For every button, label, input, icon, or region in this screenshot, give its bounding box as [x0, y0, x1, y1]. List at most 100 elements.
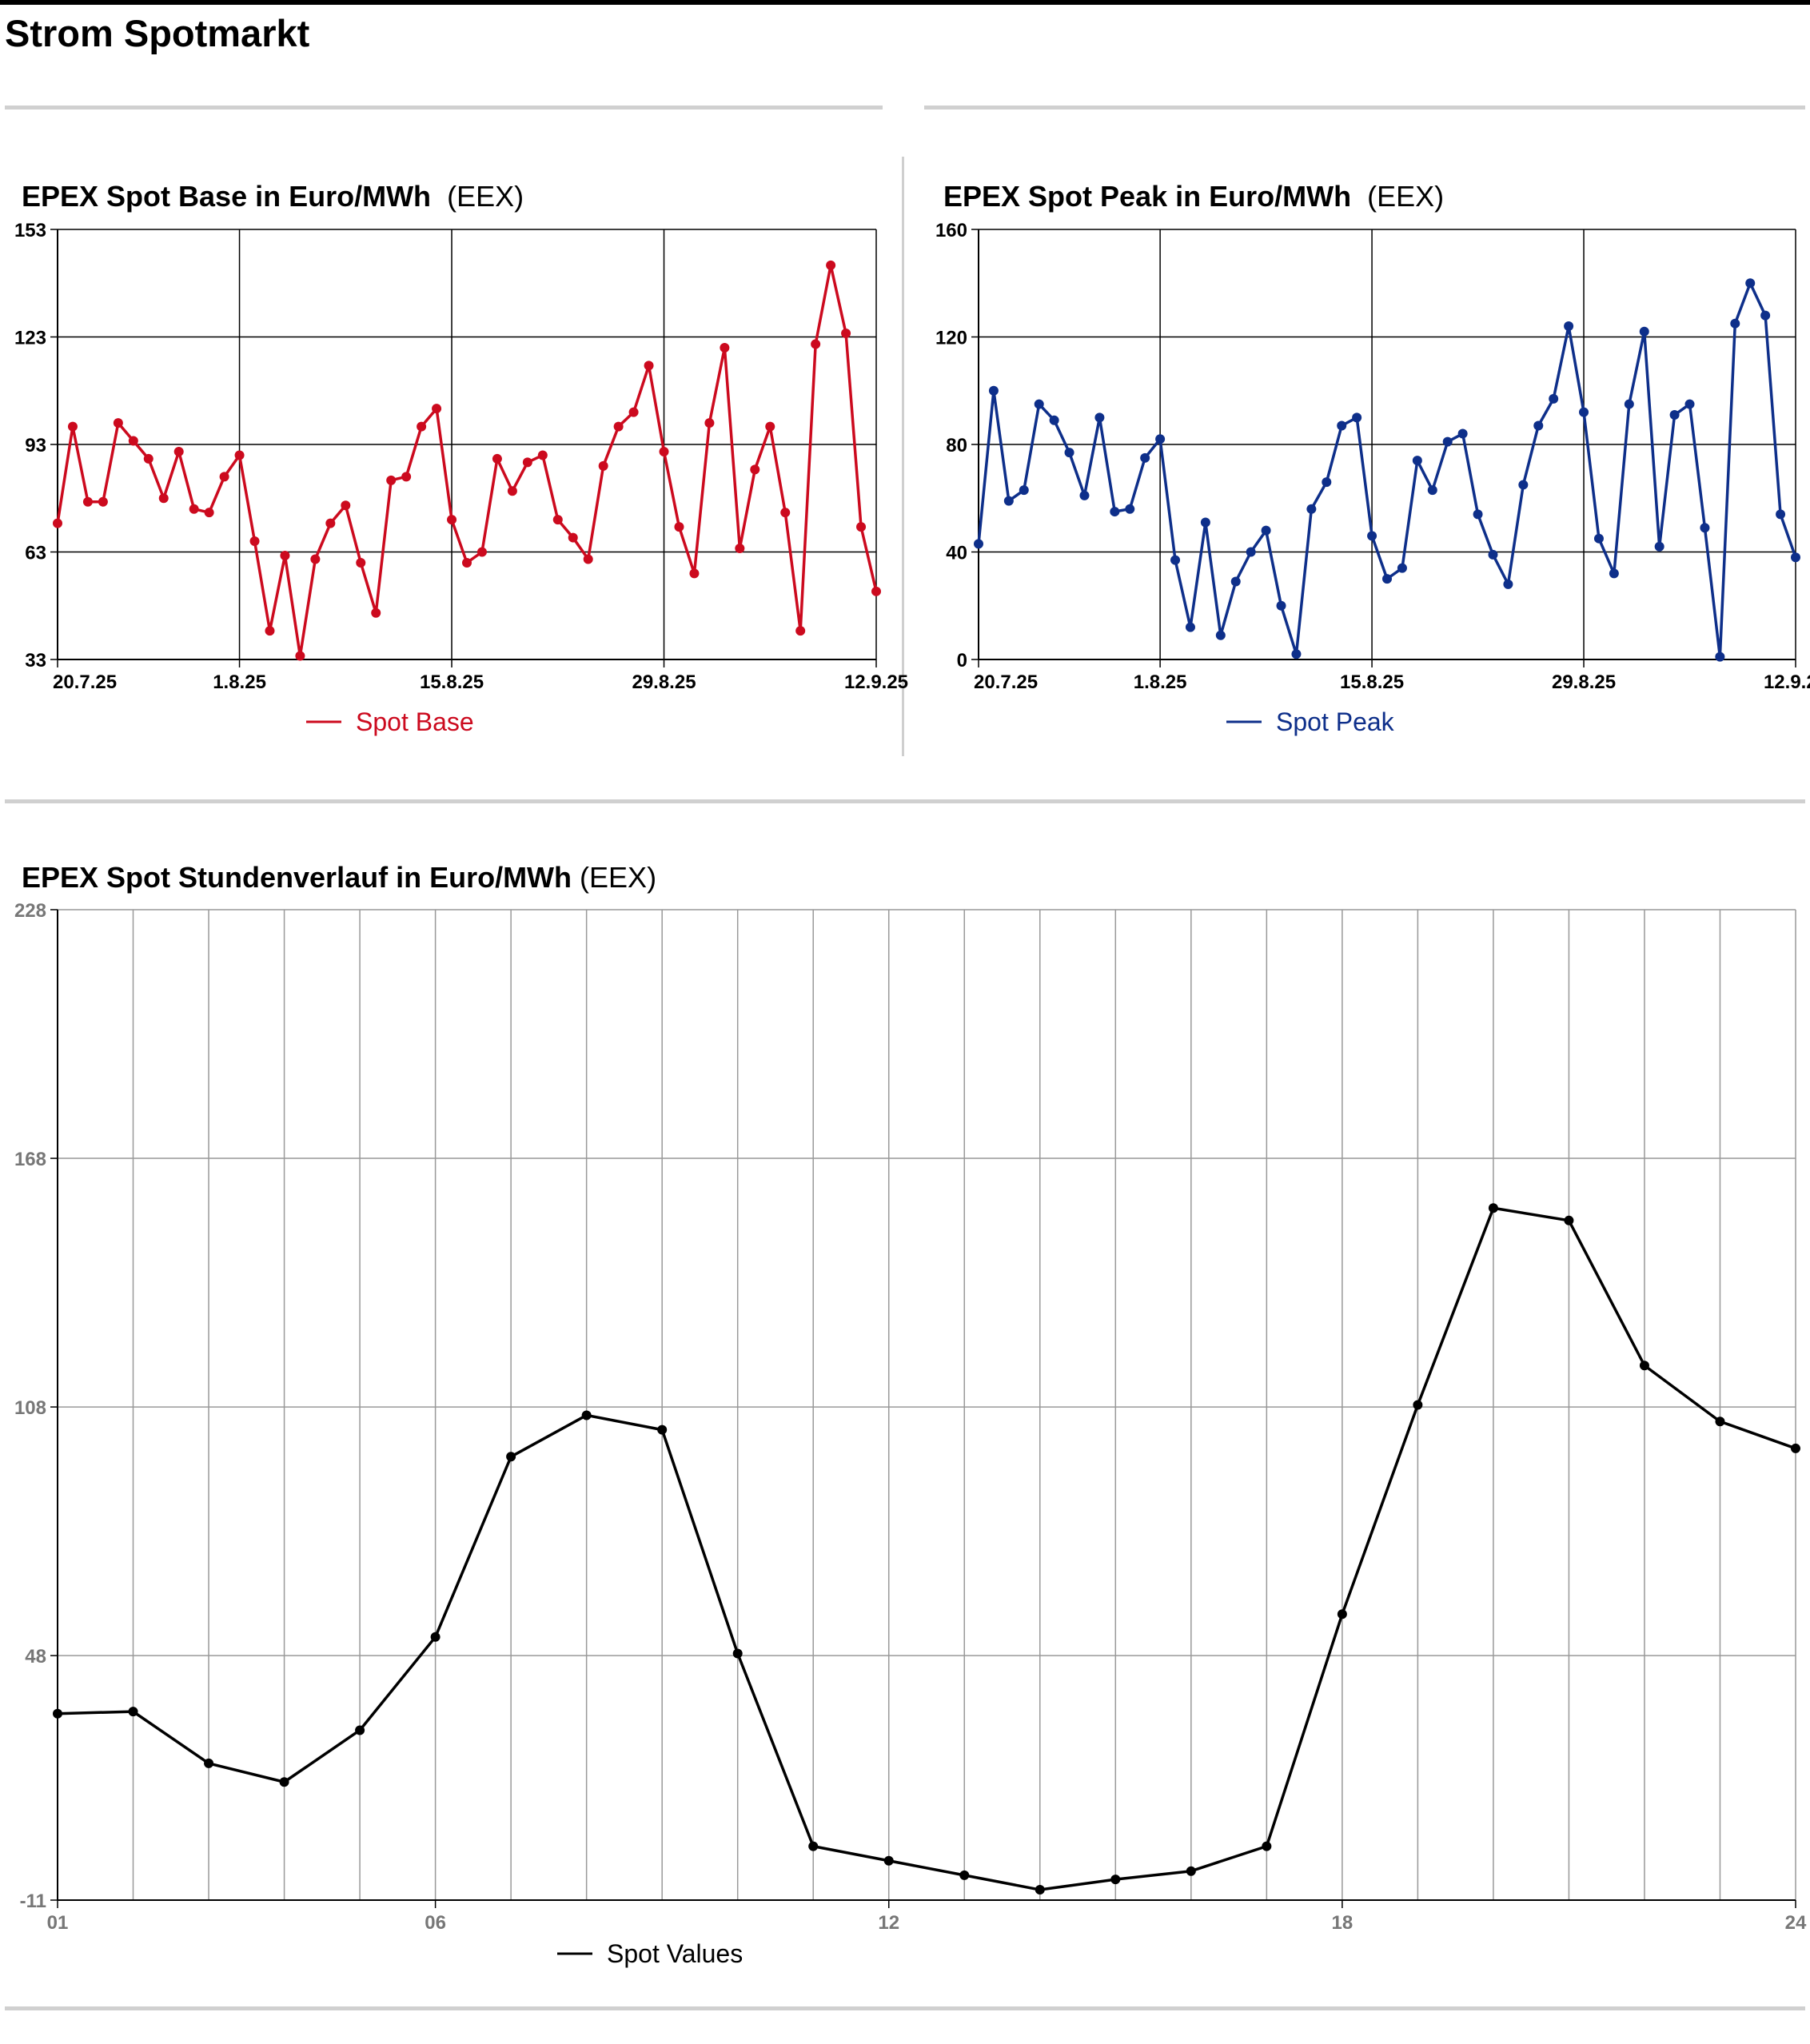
hourly-data-point — [430, 1632, 441, 1642]
base-data-point — [659, 446, 669, 456]
base-xtick-label: 1.8.25 — [213, 671, 266, 693]
peak-data-point — [1503, 579, 1513, 589]
peak-data-point — [1246, 547, 1256, 557]
base-data-point — [522, 457, 532, 468]
separator-bottom — [5, 2006, 1805, 2010]
separator-middle — [5, 799, 1805, 803]
hourly-data-point — [1791, 1443, 1800, 1453]
base-data-point — [280, 550, 290, 560]
base-data-point — [628, 407, 639, 417]
peak-data-point — [1352, 412, 1362, 423]
peak-data-point — [1654, 541, 1664, 552]
base-data-point — [341, 500, 351, 511]
peak-ytick-label: 120 — [935, 328, 967, 349]
base-data-point — [173, 446, 184, 456]
hourly-xtick-label: 12 — [878, 1912, 899, 1934]
peak-data-point — [1230, 576, 1241, 587]
peak-data-point — [1412, 456, 1422, 466]
peak-data-point — [1488, 549, 1498, 560]
peak-ytick-label: 40 — [946, 543, 967, 564]
peak-data-point — [1261, 525, 1271, 536]
base-data-point — [82, 496, 93, 507]
base-xtick-label: 20.7.25 — [53, 671, 117, 693]
peak-data-point — [1745, 278, 1756, 289]
peak-data-point — [1094, 412, 1105, 423]
base-data-point — [537, 450, 548, 460]
peak-data-point — [1579, 407, 1589, 417]
peak-legend-label: Spot Peak — [1276, 707, 1395, 736]
base-data-point — [53, 518, 62, 528]
hourly-data-point — [355, 1725, 365, 1735]
peak-data-point — [1019, 485, 1029, 496]
hourly-data-point — [204, 1758, 214, 1768]
hourly-legend-label: Spot Values — [607, 1939, 743, 1968]
base-ytick-label: 33 — [25, 650, 46, 671]
base-data-point — [265, 626, 275, 636]
base-data-point — [295, 651, 305, 661]
peak-data-point — [1669, 410, 1680, 420]
hourly-chart-title: EPEX Spot Stundenverlauf in Euro/MWh (EE… — [22, 861, 657, 894]
peak-data-point — [1003, 496, 1014, 506]
hourly-ytick-label: 108 — [14, 1397, 46, 1419]
peak-data-point — [1639, 326, 1649, 337]
base-legend-label: Spot Base — [356, 707, 474, 736]
peak-data-point — [1760, 310, 1771, 321]
base-data-point — [310, 554, 321, 564]
hourly-data-point — [279, 1777, 289, 1787]
base-data-point — [143, 453, 153, 464]
peak-ytick-label: 160 — [935, 220, 967, 241]
peak-data-point — [1367, 531, 1377, 541]
separator-left — [5, 106, 883, 110]
hourly-data-point — [506, 1452, 516, 1462]
hourly-data-point — [883, 1855, 894, 1866]
base-data-point — [219, 472, 229, 482]
hourly-data-point — [1564, 1215, 1574, 1225]
peak-data-point — [1155, 434, 1166, 444]
vertical-divider — [902, 157, 904, 756]
peak-data-point — [1382, 574, 1392, 584]
peak-data-point — [1442, 436, 1453, 447]
hourly-data-point — [1186, 1866, 1196, 1876]
base-xtick-label: 15.8.25 — [420, 671, 484, 693]
peak-data-point — [1215, 630, 1226, 640]
hourly-data-point — [1262, 1841, 1272, 1851]
hourly-data-point — [1488, 1203, 1498, 1213]
base-xtick-label: 12.9.25 — [844, 671, 908, 693]
peak-data-point — [1715, 651, 1725, 662]
peak-data-point — [1322, 477, 1332, 488]
base-data-point — [507, 486, 517, 496]
hourly-data-point — [959, 1870, 970, 1880]
base-data-point — [371, 608, 381, 618]
peak-data-point — [1125, 504, 1135, 514]
peak-data-point — [1306, 504, 1317, 514]
peak-data-point — [1276, 600, 1286, 611]
peak-data-point — [1624, 399, 1634, 409]
hourly-ytick-label: 48 — [25, 1646, 46, 1667]
hourly-series-line — [57, 1206, 1796, 1891]
hourly-data-point — [1639, 1361, 1649, 1371]
base-data-point — [432, 404, 442, 414]
peak-data-point — [974, 539, 983, 549]
base-data-point — [795, 626, 806, 636]
peak-data-point — [1170, 555, 1181, 565]
base-data-point — [811, 339, 821, 349]
hourly-data-point — [732, 1648, 743, 1659]
peak-data-point — [1049, 415, 1059, 425]
hourly-data-point — [1715, 1416, 1725, 1427]
peak-xtick-label: 29.8.25 — [1552, 671, 1616, 693]
peak-data-point — [1457, 428, 1468, 439]
peak-data-point — [1064, 448, 1074, 458]
base-data-point — [113, 418, 123, 428]
base-data-point — [644, 361, 654, 371]
base-data-point — [128, 436, 138, 446]
base-xtick-label: 29.8.25 — [632, 671, 696, 693]
separator-right — [924, 106, 1805, 110]
hourly-ytick-label: 168 — [14, 1149, 46, 1170]
hourly-xtick-label: 06 — [425, 1912, 446, 1934]
base-data-point — [765, 421, 775, 432]
base-data-point — [249, 536, 260, 547]
peak-ytick-label: 80 — [946, 435, 967, 456]
base-data-point — [598, 460, 608, 471]
base-data-point — [401, 472, 412, 482]
